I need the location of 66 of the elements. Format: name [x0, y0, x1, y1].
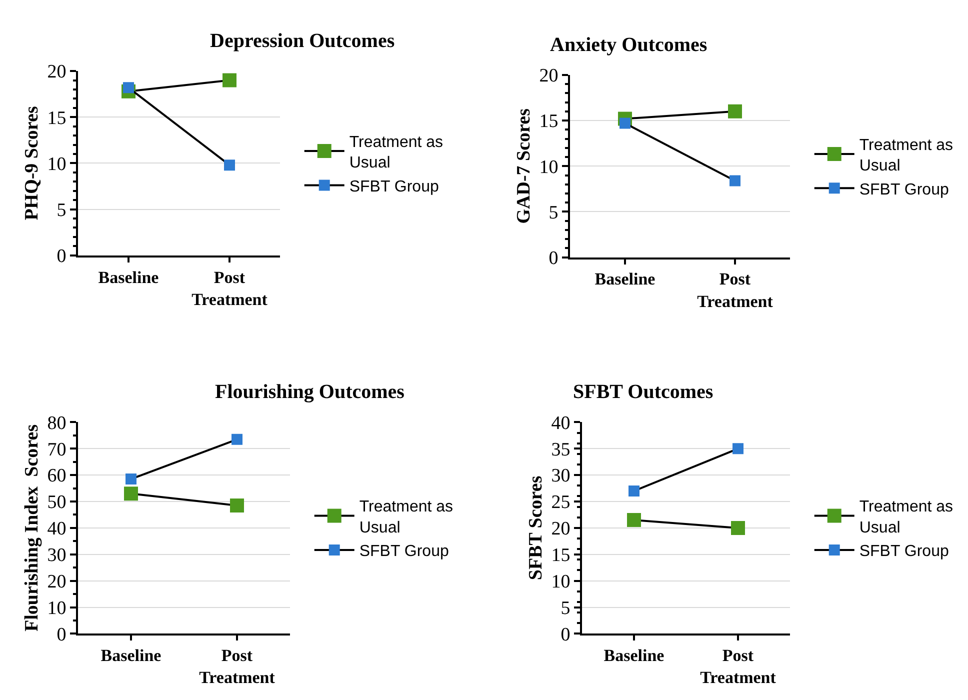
legend-label: Treatment as Usual: [859, 498, 954, 536]
y-tick-label: 40: [551, 412, 570, 434]
y-tick-label: 35: [551, 439, 570, 460]
x-tick-label: Post Treatment: [192, 268, 268, 309]
y-tick-label: 25: [551, 492, 570, 514]
point: [728, 104, 742, 118]
y-tick-label: 60: [47, 466, 66, 487]
x-tick-label: Post Treatment: [199, 646, 276, 688]
point: [224, 160, 235, 171]
point: [124, 486, 138, 501]
y-axis-title: PHQ-9 Scores: [22, 106, 43, 220]
point: [620, 118, 630, 129]
y-tick-label: 15: [539, 111, 558, 132]
y-tick-label: 5: [560, 598, 570, 619]
x-tick-label: Baseline: [98, 268, 160, 287]
point: [232, 434, 242, 445]
legend-label: Treatment as Usual: [359, 498, 454, 536]
chart-title: Anxiety Outcomes: [550, 34, 708, 56]
y-tick-label: 20: [47, 62, 66, 83]
y-tick-label: 10: [539, 156, 558, 178]
y-tick-label: 10: [47, 598, 66, 619]
point: [627, 513, 641, 528]
point: [730, 175, 740, 186]
y-tick-label: 10: [47, 154, 66, 175]
y-tick-label: 0: [560, 624, 570, 646]
legend-label: SFBT Group: [859, 543, 949, 560]
y-tick-label: 5: [56, 200, 66, 221]
point: [126, 474, 136, 485]
point: [731, 520, 745, 535]
y-tick-label: 70: [47, 439, 66, 460]
y-tick-label: 20: [47, 571, 66, 592]
y-axis-title: SFBT Scores: [526, 476, 547, 580]
point: [732, 443, 744, 454]
chart-title: Flourishing Outcomes: [215, 381, 405, 403]
chart-title: SFBT Outcomes: [573, 381, 714, 403]
legend-label: SFBT Group: [859, 181, 949, 198]
x-tick-label: Baseline: [100, 646, 162, 666]
y-tick-label: 0: [56, 246, 66, 268]
y-tick-label: 80: [47, 412, 66, 434]
y-tick-label: 15: [47, 108, 66, 129]
y-tick-label: 50: [47, 492, 66, 514]
y-axis-title: GAD-7 Scores: [514, 108, 535, 224]
point: [230, 498, 244, 512]
x-tick-label: Baseline: [594, 270, 656, 289]
y-tick-label: 40: [47, 518, 66, 540]
legend-label: Treatment as Usual: [859, 136, 954, 175]
y-tick-label: 30: [47, 545, 66, 566]
legend-label: SFBT Group: [359, 543, 449, 560]
x-tick-label: Post Treatment: [700, 646, 776, 688]
y-tick-label: 15: [551, 545, 570, 566]
x-tick-label: Post Treatment: [697, 270, 774, 311]
point: [628, 485, 640, 496]
legend-label: SFBT Group: [349, 178, 439, 196]
x-tick-label: Baseline: [604, 646, 665, 666]
y-tick-label: 10: [551, 571, 570, 592]
y-tick-label: 0: [548, 248, 558, 269]
chart-title: Depression Outcomes: [210, 30, 395, 52]
y-tick-label: 5: [548, 202, 558, 224]
y-tick-label: 20: [539, 66, 558, 87]
y-tick-label: 20: [551, 518, 570, 540]
y-tick-label: 30: [551, 466, 570, 487]
point: [222, 73, 236, 88]
point: [123, 82, 134, 94]
y-tick-label: 0: [56, 624, 66, 646]
y-axis-title: Flourishing Index Scores: [22, 424, 43, 632]
legend-label: Treatment as Usual: [349, 134, 444, 172]
